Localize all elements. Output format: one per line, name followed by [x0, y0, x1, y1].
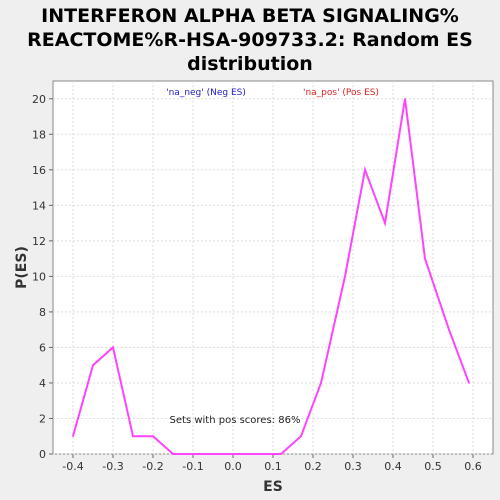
chart-title-line: INTERFERON ALPHA BETA SIGNALING%	[41, 5, 459, 27]
data-point	[364, 169, 366, 171]
data-point	[320, 382, 322, 384]
y-tick-label: 12	[32, 235, 46, 248]
x-tick-label: 0.1	[264, 460, 282, 473]
y-tick-label: 20	[32, 93, 46, 106]
y-tick-label: 0	[39, 448, 46, 461]
y-tick-label: 10	[32, 270, 46, 283]
x-tick-label: -0.1	[182, 460, 203, 473]
data-point	[280, 453, 282, 455]
y-tick-label: 18	[32, 128, 46, 141]
data-point	[92, 364, 94, 366]
x-tick-label: 0.0	[224, 460, 242, 473]
y-tick-label: 4	[39, 377, 46, 390]
x-tick-label: -0.4	[62, 460, 83, 473]
x-tick-label: 0.6	[464, 460, 482, 473]
y-tick-label: 14	[32, 199, 46, 212]
annotation-text: Sets with pos scores: 86%	[170, 415, 301, 426]
data-point	[404, 97, 406, 100]
data-point	[232, 453, 234, 455]
y-tick-label: 8	[39, 306, 46, 319]
data-point	[72, 435, 74, 438]
data-point	[172, 453, 174, 455]
chart-title-line: distribution	[187, 53, 313, 75]
x-tick-label: 0.4	[384, 460, 402, 473]
y-tick-label: 2	[39, 412, 46, 425]
legend-item-neg: 'na_neg' (Neg ES)	[166, 88, 246, 98]
data-point	[132, 435, 134, 438]
x-tick-label: -0.2	[142, 460, 163, 473]
series-line	[72, 98, 470, 455]
data-point	[192, 453, 194, 455]
data-point	[212, 453, 214, 455]
x-tick-label: 0.3	[344, 460, 362, 473]
plot-area	[52, 80, 494, 455]
y-tick-label: 6	[39, 341, 46, 354]
x-axis-label: ES	[263, 479, 283, 495]
y-axis-label: P(ES)	[14, 246, 30, 289]
data-point	[384, 222, 386, 224]
chart-title-line: REACTOME%R-HSA-909733.2: Random ES	[27, 29, 473, 51]
legend-item-pos: 'na_pos' (Pos ES)	[303, 88, 379, 98]
x-tick-label: 0.2	[304, 460, 322, 473]
data-point	[300, 435, 302, 438]
data-point	[252, 453, 254, 455]
data-point	[448, 328, 450, 331]
data-point	[424, 257, 426, 260]
data-point	[468, 382, 470, 384]
data-point	[112, 346, 114, 349]
data-point	[152, 435, 154, 438]
y-tick-label: 16	[32, 164, 46, 177]
x-tick-label: -0.3	[102, 460, 123, 473]
x-tick-label: 0.5	[424, 460, 442, 473]
data-point	[344, 275, 346, 278]
